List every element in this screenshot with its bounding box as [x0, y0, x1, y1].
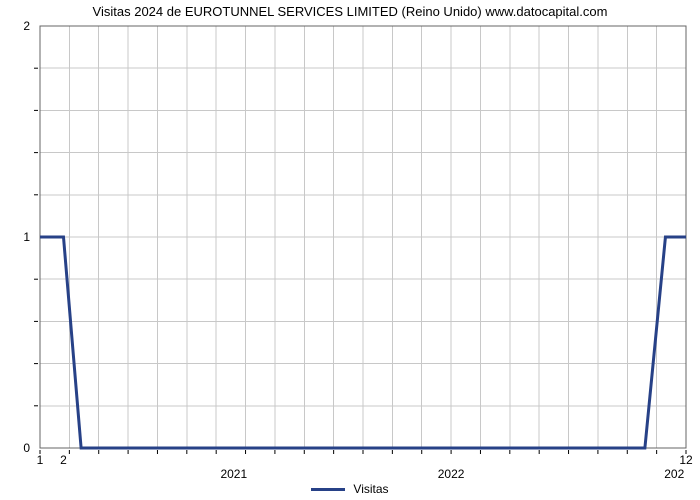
x-year-label: 202 [664, 467, 684, 481]
legend: Visitas [0, 482, 700, 496]
legend-swatch [311, 488, 345, 491]
plot-area: 012112220212022202 [40, 26, 686, 448]
y-tick-label: 2 [23, 19, 30, 33]
x-year-label: 2022 [438, 467, 465, 481]
x-tick-label: 12 [679, 453, 693, 467]
legend-label: Visitas [353, 482, 388, 496]
x-year-label: 2021 [220, 467, 247, 481]
y-tick-label: 1 [23, 230, 30, 244]
x-tick-label: 2 [60, 453, 67, 467]
chart-title: Visitas 2024 de EUROTUNNEL SERVICES LIMI… [0, 4, 700, 19]
x-tick-label: 1 [37, 453, 44, 467]
y-tick-label: 0 [23, 441, 30, 455]
chart-svg: 012112220212022202 [40, 26, 686, 488]
